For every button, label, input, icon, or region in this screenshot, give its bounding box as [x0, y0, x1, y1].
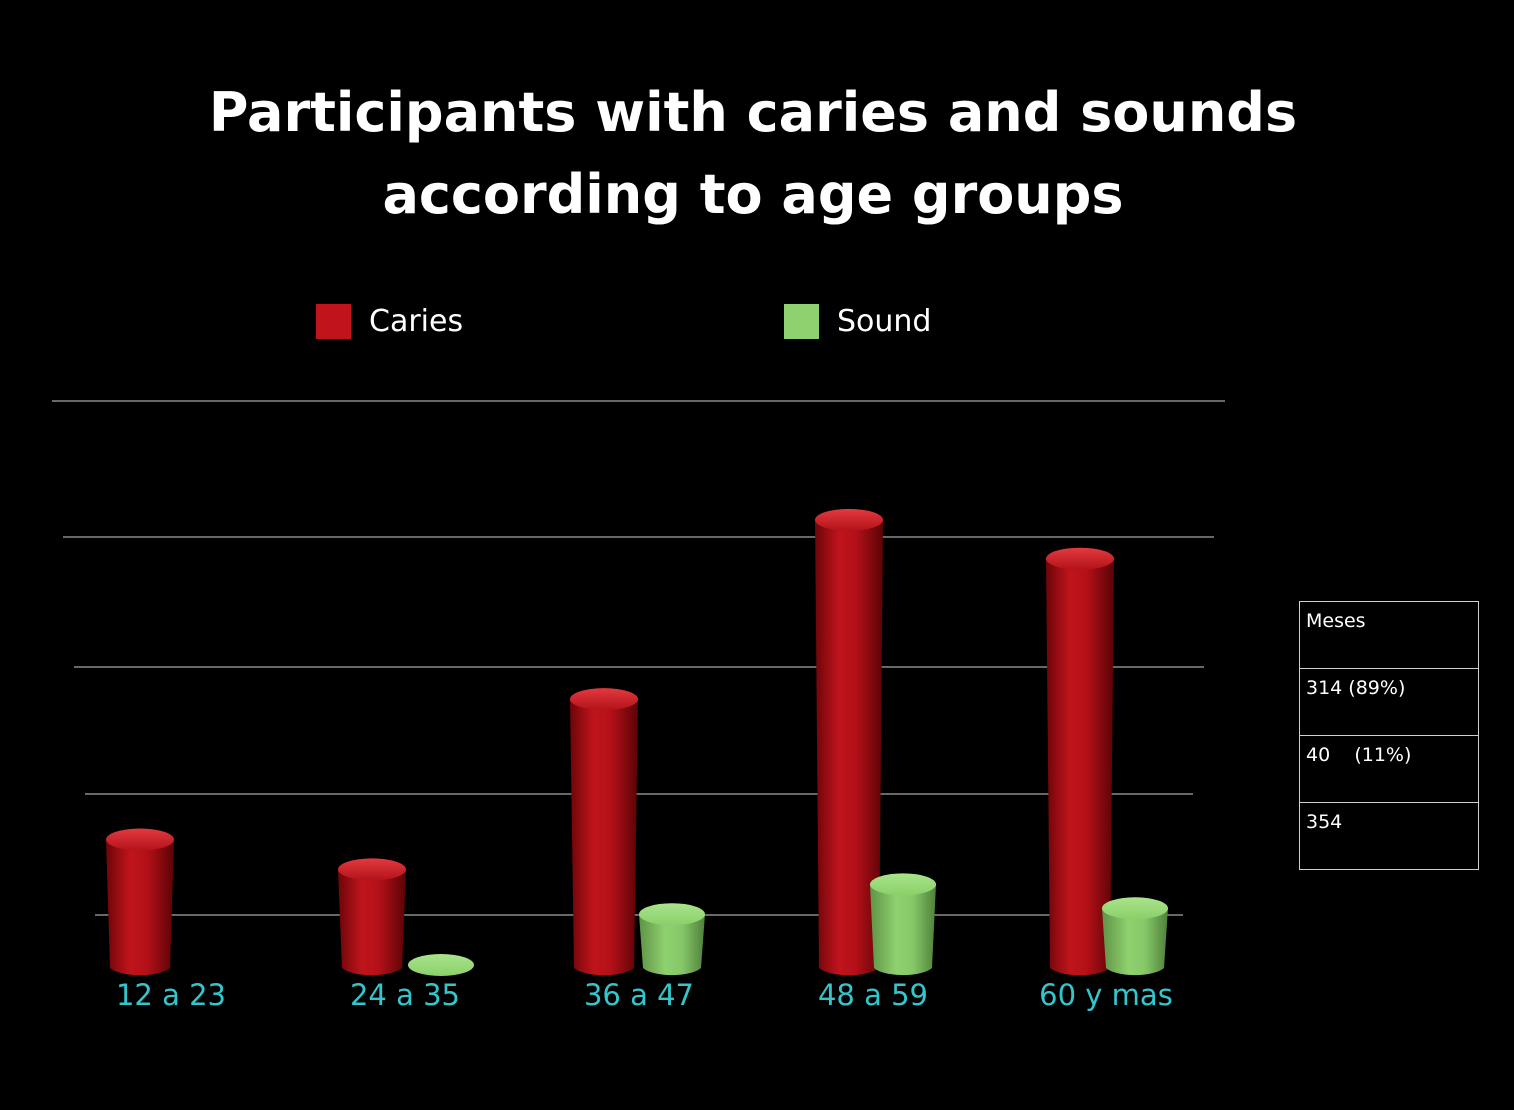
legend-item-sound: Sound — [784, 303, 931, 339]
bar-caries-2 — [570, 688, 638, 976]
tick-label-4: 60 y mas — [1039, 978, 1173, 1012]
bar-top — [639, 903, 705, 926]
bar-body — [106, 839, 174, 976]
tick-label-0: 12 a 23 — [116, 978, 226, 1012]
summary-cell-total: 354 — [1299, 802, 1479, 870]
bar-top — [570, 688, 638, 711]
bar-body — [639, 914, 705, 976]
gridlines — [52, 400, 1225, 916]
bar-top — [1046, 547, 1114, 570]
legend-label-sound: Sound — [837, 303, 932, 339]
x-axis-tick-labels: 12 a 23 24 a 35 36 a 47 48 a 59 60 y mas — [116, 978, 1173, 1012]
summary-row: 354 — [1299, 802, 1479, 870]
summary-row: 40 (11%) — [1299, 735, 1479, 803]
bar-sound-4 — [1102, 897, 1168, 976]
bar-caries-1 — [338, 858, 406, 976]
summary-row: 314 (89%) — [1299, 668, 1479, 736]
chart-title: Participants with caries and sounds acco… — [0, 72, 1506, 236]
bar-sound-2 — [639, 903, 705, 976]
bar-body — [1102, 908, 1168, 976]
bar-caries-4 — [1046, 547, 1114, 976]
bar-top — [106, 828, 174, 851]
chart-title-line-2: according to age groups — [382, 163, 1124, 226]
legend-item-caries: Caries — [316, 303, 463, 339]
bar-top — [408, 954, 474, 977]
bar-caries-0 — [106, 828, 174, 976]
summary-cell-sound: 40 (11%) — [1299, 735, 1479, 803]
bar-caries-3 — [815, 508, 883, 976]
bar-top — [815, 508, 883, 531]
bar-body — [338, 869, 406, 976]
bar-top — [1102, 897, 1168, 920]
bar-body — [815, 519, 883, 976]
bar-sound-1 — [408, 954, 474, 977]
summary-row: Meses — [1299, 601, 1479, 669]
bar-top — [338, 858, 406, 881]
tick-label-1: 24 a 35 — [350, 978, 460, 1012]
bar-body — [1046, 558, 1114, 976]
tick-label-3: 48 a 59 — [818, 978, 928, 1012]
summary-table: Meses 314 (89%) 40 (11%) 354 — [1299, 601, 1479, 870]
bar-top — [870, 873, 936, 896]
bars — [106, 508, 1168, 977]
bar-body — [570, 699, 638, 976]
chart-title-line-1: Participants with caries and sounds — [208, 81, 1298, 144]
legend-label-caries: Caries — [369, 303, 464, 339]
summary-cell-caries: 314 (89%) — [1299, 668, 1479, 736]
summary-cell-header: Meses — [1299, 601, 1479, 669]
tick-label-2: 36 a 47 — [584, 978, 694, 1012]
bar-body — [870, 884, 936, 976]
bar-sound-3 — [870, 873, 936, 976]
legend-swatch-caries — [316, 303, 351, 339]
legend-swatch-sound — [784, 303, 819, 339]
